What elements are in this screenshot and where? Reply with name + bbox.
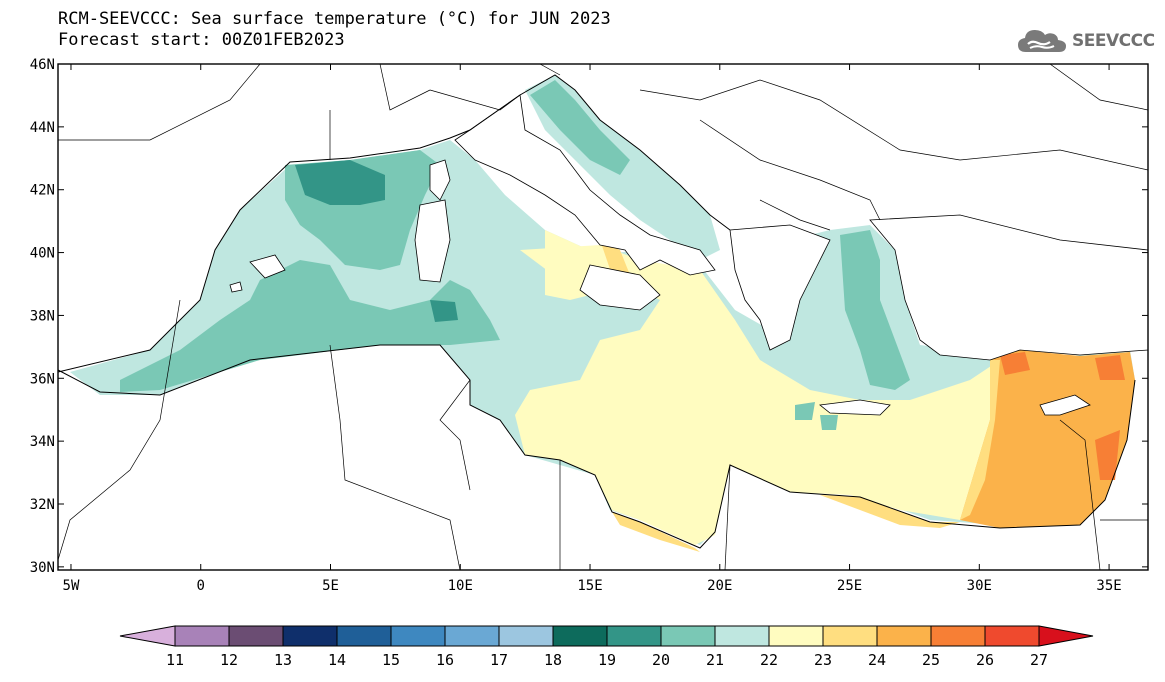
colorbar-label: 14 [328, 651, 346, 669]
y-tick-label: 32N [30, 497, 55, 513]
colorbar-swatch [768, 625, 824, 647]
sst-zone-19-20-lion [295, 160, 385, 205]
map-subtitle: Forecast start: 00Z01FEB2023 [58, 30, 345, 50]
y-tick-label: 46N [30, 57, 55, 73]
map-frame [57, 63, 1149, 571]
x-tick-label: 30E [967, 578, 992, 594]
sardinia-island [414, 199, 451, 283]
x-tick-label: 5E [322, 578, 339, 594]
colorbar-label: 16 [436, 651, 454, 669]
colorbar-label: 17 [490, 651, 508, 669]
x-tick-label: 20E [707, 578, 732, 594]
colorbar-swatch [282, 625, 338, 647]
colorbar-swatch [930, 625, 986, 647]
y-tick-label: 30N [30, 560, 55, 576]
colorbar-swatch [174, 625, 230, 647]
x-tick-label: 25E [837, 578, 862, 594]
colorbar-swatch [984, 625, 1040, 647]
sst-zone-20-21-adriatic [530, 80, 630, 175]
colorbar-label: 18 [544, 651, 562, 669]
cloud-icon [1018, 30, 1066, 52]
sst-zone-25-26-cyprus [1000, 352, 1125, 480]
colorbar-label: 26 [976, 651, 994, 669]
islands [229, 159, 1091, 416]
corsica-island [429, 159, 451, 201]
logo-label: SEEVCCC [1072, 31, 1155, 51]
y-tick-label: 36N [30, 371, 55, 387]
map-title: RCM-SEEVCCC: Sea surface temperature (°C… [58, 9, 611, 29]
colorbar-swatch [444, 625, 500, 647]
y-tick-label: 34N [30, 434, 55, 450]
turkey-land [869, 214, 1148, 361]
colorbar-swatch [660, 625, 716, 647]
colorbar-swatch [336, 625, 392, 647]
colorbar-label: 19 [598, 651, 616, 669]
colorbar-label: 23 [814, 651, 832, 669]
y-tick-label: 40N [30, 246, 55, 262]
y-tick-label: 42N [30, 183, 55, 199]
colorbar-swatch [822, 625, 878, 647]
colorbar-swatch [714, 625, 770, 647]
seevccc-logo: SEEVCCC [1016, 26, 1155, 56]
sst-zone-19-20-sardinia [430, 300, 458, 322]
y-tick-label: 38N [30, 308, 55, 324]
colorbar-under-arrow [119, 625, 176, 647]
sst-zone-20-21-aegean [840, 230, 910, 390]
greece-land [729, 224, 831, 351]
colorbar-label: 27 [1030, 651, 1048, 669]
y-tick-label: 44N [30, 120, 55, 136]
ibiza-island [229, 281, 243, 293]
colorbar-swatch [228, 625, 284, 647]
axis-ticks: 5W 0 5E 10E 15E 20E 25E 30E 35E 30N 32N 34N 36N 38N 40… [30, 57, 1148, 594]
sicily-island [579, 264, 661, 311]
colorbar-label: 25 [922, 651, 940, 669]
colorbar-label: 24 [868, 651, 886, 669]
sst-zone-23-24-levant-edge [960, 360, 1000, 520]
italy-land [454, 94, 716, 276]
coastline [58, 74, 1136, 549]
sst-zone-22-23-central [515, 245, 1000, 545]
country-borders [58, 64, 1148, 570]
colorbar-label: 11 [166, 651, 184, 669]
colorbar-swatch [498, 625, 554, 647]
x-tick-label: 35E [1096, 578, 1121, 594]
sst-zone-24-25-levant [960, 350, 1135, 528]
x-tick-label: 10E [448, 578, 473, 594]
colorbar-label: 15 [382, 651, 400, 669]
colorbar-swatch [876, 625, 932, 647]
sst-zone-20-21-west [120, 260, 500, 392]
colorbar-over-arrow [1038, 625, 1094, 647]
x-tick-label: 15E [577, 578, 602, 594]
colorbar-label: 20 [652, 651, 670, 669]
x-tick-label: 5W [63, 578, 80, 594]
colorbar-label: 21 [706, 651, 724, 669]
crete-island [819, 399, 891, 416]
colorbar-label: 22 [760, 651, 778, 669]
mallorca-island [249, 254, 286, 279]
colorbar-swatch [606, 625, 662, 647]
x-tick-label: 0 [197, 578, 205, 594]
colorbar-swatch [390, 625, 446, 647]
colorbar-swatch [552, 625, 608, 647]
cyprus-island [1039, 394, 1091, 416]
colorbar-label: 12 [220, 651, 238, 669]
colorbar-label: 13 [274, 651, 292, 669]
sst-zone-20-21-ionian-spots [795, 402, 838, 430]
